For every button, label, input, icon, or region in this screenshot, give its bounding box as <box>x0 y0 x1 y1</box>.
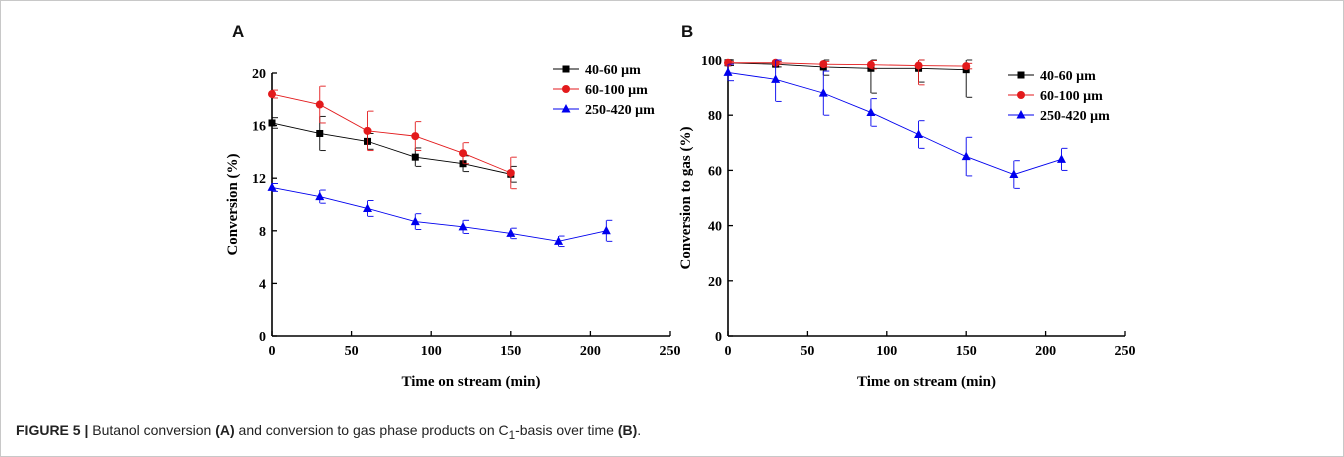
chart-b-series-line <box>727 62 967 71</box>
chart-a-x-tick-label: 250 <box>660 344 681 359</box>
chart-b-x-axis-label: Time on stream (min) <box>857 374 996 390</box>
chart-b-y-tick-label: 40 <box>708 220 722 235</box>
chart-a-series-2 <box>268 85 517 190</box>
chart-b-data-point <box>961 151 971 161</box>
chart-a-y-axis-label: Conversion (%) <box>225 153 241 255</box>
chart-a-data-point <box>363 126 372 135</box>
chart-a-legend-marker <box>562 85 570 93</box>
chart-b-legend-label: 60-100 μm <box>1040 89 1103 104</box>
chart-b-series-3 <box>723 59 1068 189</box>
chart-a-legend-label: 60-100 μm <box>585 83 648 98</box>
chart-b-series-1 <box>724 59 973 98</box>
chart-a-y-tick-label: 4 <box>259 277 266 292</box>
chart-b-data-point <box>724 58 732 67</box>
chart-b: 0 50 100 150 200 250 0 20 40 60 80 100 Time on strea… <box>678 54 1136 390</box>
chart-b-x-tick-label: 150 <box>956 344 977 359</box>
caption-text-2: and conversion to gas phase products on … <box>234 422 509 438</box>
chart-b-legend-marker <box>1016 110 1026 119</box>
chart-b-data-point <box>723 67 733 76</box>
chart-a-data-point <box>506 228 516 237</box>
chart-b-x-tick-label: 100 <box>876 344 897 359</box>
chart-b-data-point <box>866 60 875 69</box>
chart-a-legend-marker <box>561 104 571 113</box>
chart-a-x-tick-label: 50 <box>345 344 359 359</box>
caption-ref-b: (B) <box>617 422 638 438</box>
chart-b-y-tick-label: 80 <box>708 109 722 124</box>
chart-a-data-point <box>458 221 468 231</box>
chart-a-data-point <box>268 119 276 127</box>
chart-b-data-point <box>914 129 924 139</box>
chart-b-data-point <box>771 74 781 83</box>
chart-a-y-tick-label: 16 <box>252 120 266 135</box>
chart-b-data-point <box>819 60 828 69</box>
chart-a-series-line <box>271 186 607 242</box>
chart-a-data-point <box>316 129 324 137</box>
chart-b-x-tick-label: 200 <box>1035 344 1056 359</box>
caption-ref-a: (A) <box>215 422 235 438</box>
chart-a-data-point <box>315 191 325 201</box>
chart-a-legend-label: 250-420 μm <box>585 103 655 118</box>
chart-a-data-point <box>601 225 611 235</box>
chart-a-data-point <box>268 90 276 99</box>
chart-a-x-tick-label: 100 <box>421 344 442 359</box>
chart-b-legend-label: 250-420 μm <box>1040 109 1110 124</box>
chart-a-y-tick-label: 12 <box>252 172 266 187</box>
chart-a-y-tick-label: 0 <box>259 330 266 345</box>
chart-b-x-tick-label: 250 <box>1115 344 1136 359</box>
chart-a-data-point <box>410 216 420 226</box>
chart-b-data-point <box>1009 169 1019 179</box>
chart-b-legend-marker <box>1017 91 1025 99</box>
chart-b-legend-marker <box>1017 71 1025 79</box>
panel-label-b: B <box>681 22 694 41</box>
chart-a-legend-marker <box>562 65 570 73</box>
chart-a: 0 50 100 150 200 250 0 4 8 12 16 20 Time on stream (… <box>225 63 681 390</box>
chart-b-data-point <box>1056 154 1066 163</box>
chart-a-data-point <box>554 236 564 245</box>
chart-a-data-point <box>363 203 373 212</box>
chart-a-series-line <box>271 93 511 174</box>
chart-b-y-tick-label: 0 <box>715 330 722 345</box>
chart-a-y-tick-label: 20 <box>252 67 266 82</box>
chart-b-series-line <box>728 62 967 67</box>
chart-a-data-point <box>506 168 515 177</box>
chart-b-data-point <box>962 62 971 71</box>
chart-b-x-tick-label: 0 <box>725 344 732 359</box>
chart-a-series-line <box>271 122 511 175</box>
chart-b-series-line <box>727 71 1062 176</box>
caption-text-4: . <box>637 422 642 438</box>
chart-a-data-point <box>315 100 324 109</box>
chart-b-y-tick-label: 20 <box>708 275 722 290</box>
chart-a-x-tick-label: 0 <box>269 344 276 359</box>
chart-a-legend-label: 40-60 μm <box>585 63 641 78</box>
chart-a-data-point <box>411 132 420 141</box>
caption-text-3: -basis over time <box>515 422 618 438</box>
chart-b-data-point <box>914 61 923 70</box>
chart-a-series-3 <box>267 182 613 248</box>
chart-a-y-tick-label: 8 <box>259 225 266 240</box>
panel-label-a: A <box>232 22 245 41</box>
chart-b-y-axis-label: Conversion to gas (%) <box>678 127 694 270</box>
caption-text-1: Butanol conversion <box>92 422 216 438</box>
chart-b-series-2 <box>724 58 973 86</box>
chart-a-data-point <box>411 153 419 161</box>
chart-b-y-tick-label: 60 <box>708 164 722 179</box>
chart-a-x-tick-label: 150 <box>500 344 521 359</box>
chart-b-legend-label: 40-60 μm <box>1040 69 1096 84</box>
chart-b-data-point <box>866 107 876 116</box>
chart-a-data-point <box>459 149 468 158</box>
caption-subscript: 1 <box>508 428 516 442</box>
figure-caption: FIGURE 5 | Butanol conversion (A) and co… <box>16 422 641 442</box>
caption-prefix: FIGURE 5 | <box>16 422 93 438</box>
chart-a-data-point <box>267 182 277 191</box>
chart-a-x-axis-label: Time on stream (min) <box>401 374 540 390</box>
chart-b-x-tick-label: 50 <box>800 344 814 359</box>
chart-b-data-point <box>818 88 828 97</box>
chart-b-y-tick-label: 100 <box>701 54 722 69</box>
chart-a-x-tick-label: 200 <box>580 344 601 359</box>
